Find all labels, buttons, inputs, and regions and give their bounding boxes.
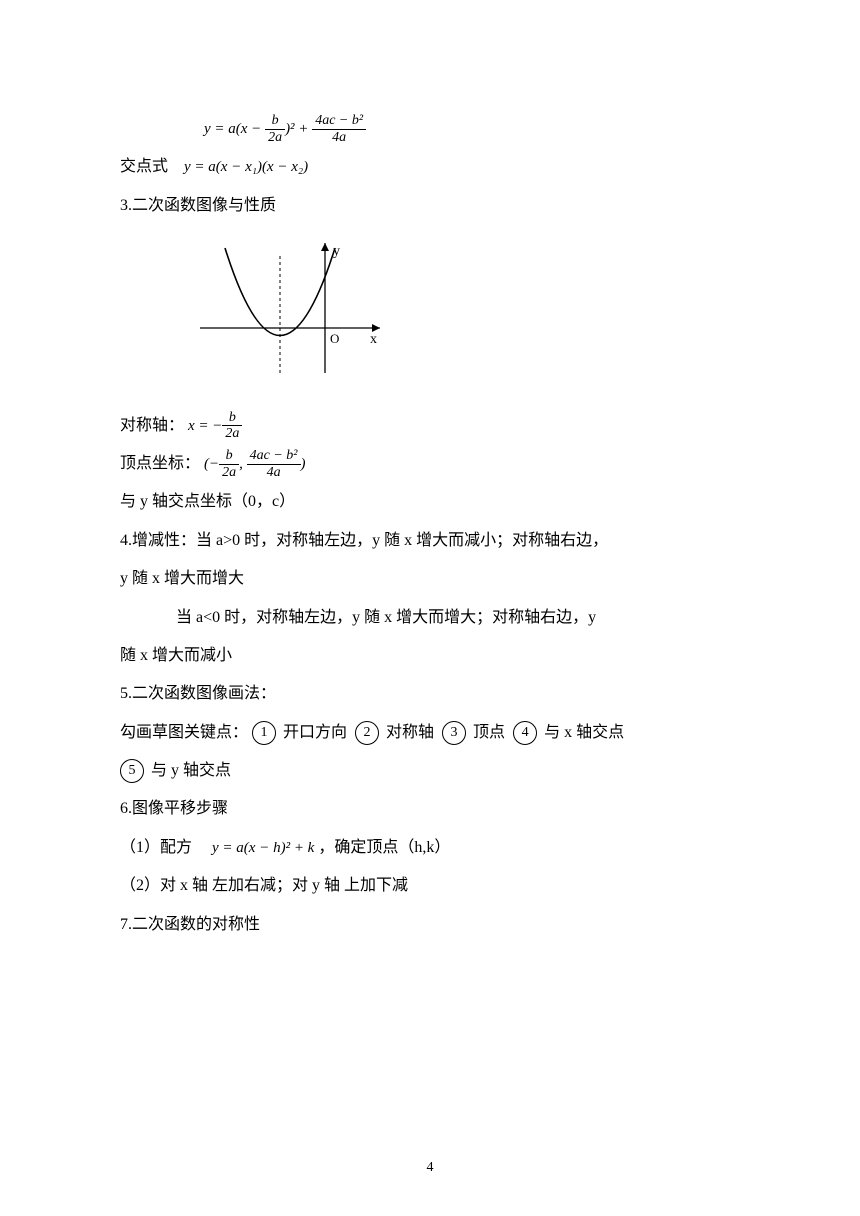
x-label: x — [370, 332, 377, 347]
y-label: y — [333, 244, 340, 259]
vertex-form-formula: y = a(x − b2a)² + 4ac − b²4a — [120, 110, 750, 148]
axis-formula-pre: x = − — [188, 418, 222, 434]
section-7-heading: 7.二次函数的对称性 — [120, 906, 750, 944]
sec6-step1: （1）配方 y = a(x − h)² + k ，确定顶点（h,k） — [120, 829, 750, 867]
intercept-formula: y = a(x − x₁)(x − x₂) — [184, 159, 308, 175]
frac-axis: b2a — [222, 410, 242, 442]
x-axis-arrow — [372, 324, 380, 332]
frac-4ac-b2: 4ac − b²4a — [312, 113, 366, 145]
section-6-heading: 6.图像平移步骤 — [120, 790, 750, 828]
circled-5: 5 — [120, 759, 144, 783]
vertex-frac1: b2a — [219, 448, 239, 480]
point-4-text: 与 x 轴交点 — [544, 724, 624, 741]
step1-label: （1）配方 — [120, 839, 192, 856]
frac-b-2a: b2a — [265, 113, 285, 145]
y-intercept-line: 与 y 轴交点坐标（0，c） — [120, 483, 750, 521]
parabola-svg: y x O — [180, 233, 400, 383]
sec4-line1: 4.增减性：当 a>0 时，对称轴左边，y 随 x 增大而减小；对称轴右边， — [120, 522, 750, 560]
origin-label: O — [330, 331, 339, 346]
circled-3: 3 — [442, 721, 466, 745]
section-3-heading: 3.二次函数图像与性质 — [120, 187, 750, 225]
sec4-line3: 当 a<0 时，对称轴左边，y 随 x 增大而增大；对称轴右边，y — [120, 599, 750, 637]
sketch-points-line1: 勾画草图关键点： 1 开口方向 2 对称轴 3 顶点 4 与 x 轴交点 — [120, 714, 750, 752]
sketch-points-line2: 5 与 y 轴交点 — [120, 752, 750, 790]
y-axis-arrow — [321, 243, 329, 251]
point-5-text: 与 y 轴交点 — [151, 762, 231, 779]
page-content: y = a(x − b2a)² + 4ac − b²4a 交点式 y = a(x… — [0, 0, 860, 944]
intercept-label: 交点式 — [120, 158, 168, 175]
circled-1: 1 — [252, 721, 276, 745]
vertex-line: 顶点坐标： (−b2a, 4ac − b²4a) — [120, 445, 750, 483]
point-3-text: 顶点 — [473, 724, 505, 741]
sec6-step2: （2）对 x 轴 左加右减；对 y 轴 上加下减 — [120, 867, 750, 905]
vertex-frac2: 4ac − b²4a — [247, 448, 301, 480]
sketch-prefix: 勾画草图关键点： — [120, 724, 248, 741]
intercept-form-line: 交点式 y = a(x − x₁)(x − x₂) — [120, 148, 750, 186]
step1-suffix: ，确定顶点（h,k） — [318, 839, 450, 856]
circled-4: 4 — [513, 721, 537, 745]
parabola-graph: y x O — [120, 233, 750, 398]
point-1-text: 开口方向 — [283, 724, 347, 741]
vertex-label: 顶点坐标： — [120, 455, 200, 472]
step1-formula: y = a(x − h)² + k — [212, 840, 314, 856]
sec4-line4: 随 x 增大而减小 — [120, 637, 750, 675]
axis-of-symmetry-line: 对称轴： x = −b2a — [120, 407, 750, 445]
point-2-text: 对称轴 — [386, 724, 434, 741]
page-number: 4 — [0, 1160, 860, 1176]
sec4-line2: y 随 x 增大而增大 — [120, 560, 750, 598]
circled-2: 2 — [355, 721, 379, 745]
section-5-heading: 5.二次函数图像画法： — [120, 675, 750, 713]
axis-label: 对称轴： — [120, 417, 184, 434]
formula-text: y = a(x − — [204, 121, 265, 137]
